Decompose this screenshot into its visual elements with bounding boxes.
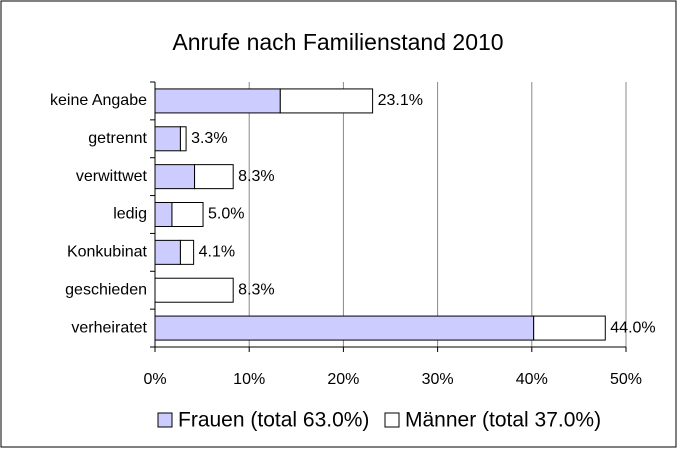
bar-segment [154, 202, 173, 227]
bar-segment [154, 277, 234, 303]
x-tick-label: 50% [610, 371, 642, 388]
total-label: 4.1% [199, 244, 235, 261]
total-label: 3.3% [191, 130, 227, 147]
legend-label: Männer (total 37.0%) [405, 409, 601, 432]
bar-segment [179, 239, 195, 265]
bar-segment [533, 315, 606, 341]
legend-swatch [157, 412, 173, 428]
bar-segment [171, 202, 204, 227]
chart-title: Anrufe nach Familienstand 2010 [172, 29, 503, 55]
y-tick-label: ledig [113, 206, 147, 223]
y-tick-label: getrennt [88, 130, 147, 147]
bar-segment [194, 164, 234, 190]
bar-segment [154, 315, 535, 341]
y-tick-label: verheiratet [71, 319, 147, 336]
total-label: 44.0% [610, 319, 655, 336]
bar-segment [279, 88, 374, 114]
bar-segment [154, 164, 196, 190]
legend-swatch [384, 412, 400, 428]
x-tick-label: 30% [422, 371, 454, 388]
y-tick-label: geschieden [65, 281, 147, 298]
bar-segment [154, 239, 181, 265]
legend-label: Frauen (total 63.0%) [178, 409, 369, 432]
y-tick-label: Konkubinat [67, 244, 148, 261]
x-tick-label: 0% [143, 371, 166, 388]
total-label: 5.0% [208, 206, 244, 223]
y-tick-label: keine Angabe [50, 92, 147, 109]
total-label: 8.3% [238, 168, 274, 185]
total-label: 23.1% [378, 92, 423, 109]
x-tick-label: 10% [233, 371, 265, 388]
y-tick-label: verwittwet [76, 168, 148, 185]
bar-segment [154, 126, 181, 152]
bar-segment [179, 126, 187, 152]
x-tick-label: 20% [327, 371, 359, 388]
x-tick-label: 40% [516, 371, 548, 388]
total-label: 8.3% [238, 281, 274, 298]
bar-segment [154, 88, 281, 114]
